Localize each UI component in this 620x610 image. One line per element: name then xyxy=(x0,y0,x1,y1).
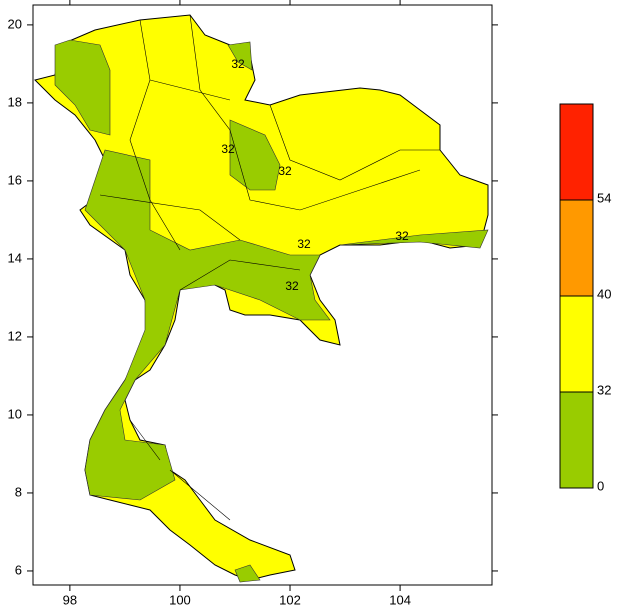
y-tick-label: 20 xyxy=(8,16,22,31)
x-tick-label: 100 xyxy=(169,592,191,607)
x-tick-label: 104 xyxy=(389,592,411,607)
contour-label: 32 xyxy=(395,229,409,243)
colorbar-bin xyxy=(559,103,594,201)
contour-label: 32 xyxy=(278,164,292,178)
colorbar-label: 54 xyxy=(597,190,611,205)
zone-central xyxy=(229,119,281,191)
province-borders xyxy=(99,14,440,521)
x-tick-label: 102 xyxy=(279,592,301,607)
zone-east xyxy=(339,229,489,249)
plot-frame xyxy=(32,4,493,586)
colorbar-bin xyxy=(559,295,594,393)
y-tick-label: 6 xyxy=(15,562,22,577)
zone-northwest xyxy=(54,39,111,136)
y-tick-label: 10 xyxy=(8,406,22,421)
colorbar-label: 0 xyxy=(597,478,604,493)
axes: 98 100 102 104 6 8 10 12 14 16 18 20 32 32 32 32 32 32 xyxy=(8,0,498,607)
y-tick-label: 8 xyxy=(15,484,22,499)
y-tick-label: 16 xyxy=(8,172,22,187)
colorbar-label: 40 xyxy=(597,286,611,301)
contour-label: 32 xyxy=(285,279,299,293)
colorbar-label: 32 xyxy=(597,382,611,397)
y-tick-label: 14 xyxy=(8,250,22,265)
colorbar: 0 32 40 54 xyxy=(559,103,611,493)
contour-label: 32 xyxy=(221,142,235,156)
zone-north xyxy=(227,41,253,71)
low-zone xyxy=(54,39,489,583)
contour-label: 32 xyxy=(231,57,245,71)
y-tick-label: 12 xyxy=(8,328,22,343)
x-tick-label: 98 xyxy=(63,592,77,607)
colorbar-bin xyxy=(559,391,594,489)
colorbar-bin xyxy=(559,199,594,297)
contour-label: 32 xyxy=(297,237,311,251)
y-tick-label: 18 xyxy=(8,94,22,109)
border xyxy=(99,14,440,521)
zone-tip xyxy=(234,564,261,583)
